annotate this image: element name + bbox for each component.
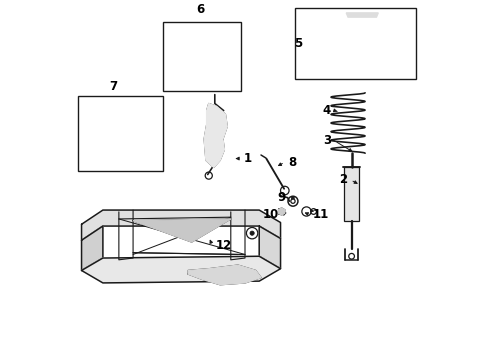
Polygon shape: [81, 210, 281, 240]
Circle shape: [88, 263, 93, 267]
Polygon shape: [81, 226, 103, 270]
Text: 12: 12: [216, 239, 232, 252]
Text: 4: 4: [323, 104, 331, 117]
Circle shape: [214, 132, 217, 135]
Bar: [78, 96, 163, 171]
Text: 5: 5: [294, 37, 302, 50]
Bar: [354, 59, 370, 73]
Bar: [163, 22, 242, 91]
Polygon shape: [259, 226, 281, 269]
Text: 3: 3: [323, 134, 331, 147]
Circle shape: [209, 138, 212, 140]
Text: 7: 7: [109, 80, 118, 93]
Text: 11: 11: [313, 208, 329, 221]
Polygon shape: [133, 219, 231, 242]
Circle shape: [219, 138, 222, 140]
Circle shape: [250, 231, 254, 235]
Circle shape: [250, 261, 254, 266]
Text: 1: 1: [244, 152, 252, 165]
Text: 9: 9: [278, 191, 286, 204]
Polygon shape: [81, 256, 281, 283]
Text: 6: 6: [196, 4, 205, 17]
Bar: [354, 23, 370, 34]
Polygon shape: [278, 208, 285, 215]
Bar: [344, 167, 359, 221]
Circle shape: [88, 235, 93, 239]
Text: 2: 2: [339, 174, 347, 186]
Polygon shape: [188, 265, 261, 285]
Circle shape: [214, 143, 217, 145]
Polygon shape: [346, 13, 378, 17]
Polygon shape: [204, 103, 227, 167]
Text: 8: 8: [288, 156, 296, 168]
Bar: [295, 8, 416, 78]
Text: 10: 10: [263, 208, 279, 221]
